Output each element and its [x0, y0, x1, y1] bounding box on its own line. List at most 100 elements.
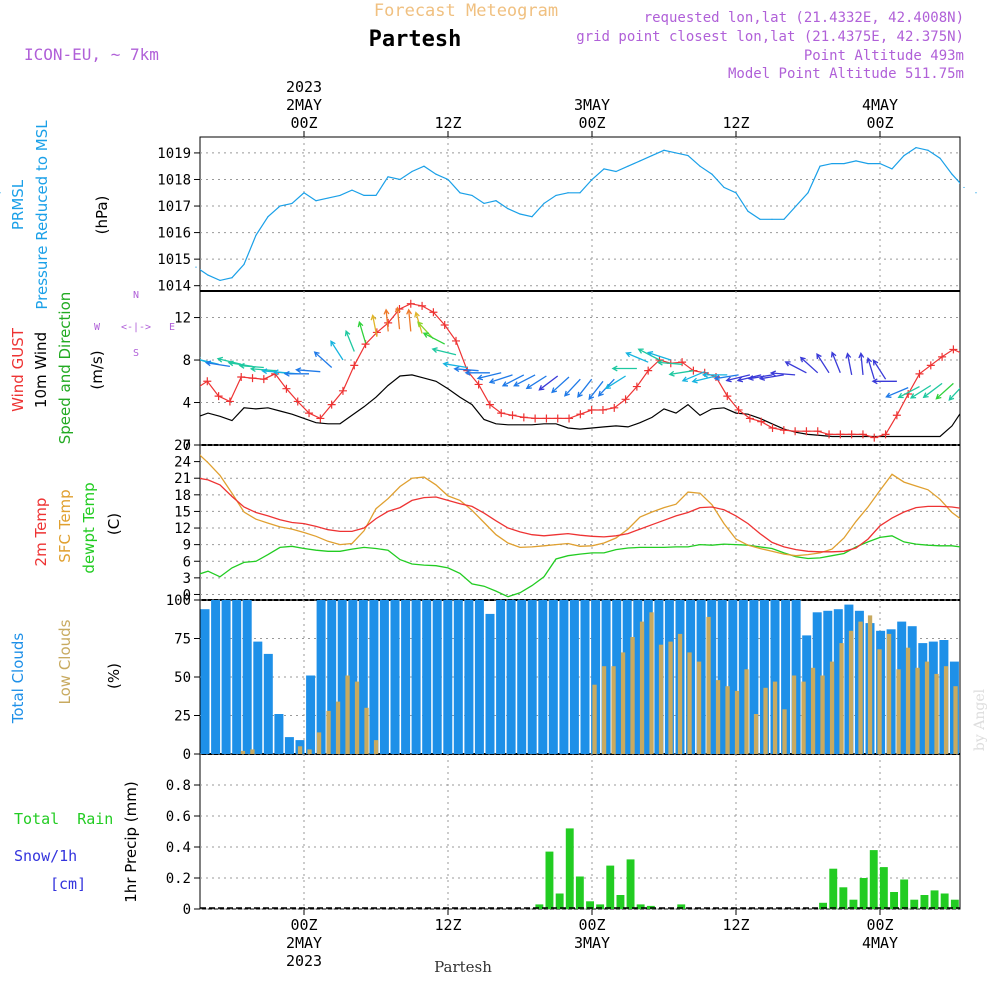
total-cloud-bar: [464, 600, 474, 754]
pressure-point: [975, 192, 977, 194]
precip-bar: [586, 901, 594, 909]
total-cloud-bar: [538, 600, 548, 754]
low-cloud-bar: [896, 669, 901, 754]
pressure-point: [507, 208, 509, 210]
pressure-point: [963, 186, 965, 189]
total-cloud-bar: [707, 600, 717, 754]
total-cloud-bar: [200, 609, 210, 754]
pressure-point: [555, 194, 557, 197]
low-cloud-bar: [364, 707, 369, 754]
wind-direction-arrow: [646, 351, 672, 361]
precip-bar: [535, 904, 544, 909]
pressure-point: [279, 205, 281, 207]
requested-coords: requested lon,lat (21.4332E, 42.4008N): [644, 10, 964, 26]
pressure-point: [855, 160, 857, 162]
wind-ytick-label: 0: [183, 438, 191, 454]
pressure-point: [243, 263, 245, 266]
total-cloud-bar: [358, 600, 368, 754]
pressure-axes: 1014 1015 1016 1017 1018 1019: [157, 137, 960, 295]
total-cloud-bar: [928, 641, 938, 754]
pressure-point: [411, 170, 413, 173]
pressure-point: [375, 194, 377, 197]
precip-bar: [677, 904, 686, 909]
wind-gust-marker: [610, 403, 619, 412]
precip-bar: [920, 895, 929, 909]
wind-gust-marker: [293, 397, 302, 406]
wind-direction-arrow: [935, 382, 954, 400]
low-cloud-bar: [592, 684, 597, 754]
wind-direction-arrow: [501, 374, 525, 387]
total-cloud-bar: [643, 600, 653, 754]
pressure-point: [291, 202, 293, 204]
sfc-temp-line: [200, 454, 960, 557]
precip-bar: [839, 887, 848, 909]
wind-gust-marker: [621, 395, 630, 404]
wind-direction-arrow: [909, 384, 932, 399]
precip-bar: [545, 851, 554, 909]
total-cloud-bar: [569, 600, 579, 754]
temp-label-sfc: SFC Temp: [56, 489, 74, 562]
wind-direction-arrow: [871, 378, 897, 385]
model-label: ICON-EU, ~ 7km: [24, 45, 159, 64]
wind-direction-arrow: [872, 359, 887, 380]
wind-gust-marker: [203, 377, 212, 386]
wind-direction-arrow: [551, 376, 570, 394]
precip-bar: [606, 865, 615, 909]
wind-gust-marker: [214, 392, 223, 401]
low-cloud-bar: [611, 666, 616, 754]
precip-bar: [900, 879, 909, 909]
wind-gust-marker: [452, 336, 460, 345]
pressure-point: [831, 162, 833, 165]
total-cloud-bar: [327, 600, 337, 754]
low-cloud-bar: [687, 652, 692, 754]
total-cloud-bar: [717, 600, 727, 754]
compass-arrows: <-|->: [121, 322, 151, 333]
total-cloud-bar: [833, 609, 843, 754]
low-cloud-bar: [373, 740, 379, 754]
pressure-point: [951, 173, 953, 175]
time-label-top: 00Z: [290, 114, 317, 132]
wind-direction-arrow: [959, 397, 960, 399]
pressure-point: [795, 205, 797, 207]
wind-direction-arrow: [747, 374, 773, 381]
total-cloud-bar: [559, 600, 569, 754]
wind-direction-arrow: [313, 351, 333, 368]
wind-direction-arrow: [249, 366, 276, 373]
wind-gust-marker: [915, 369, 924, 378]
wind-direction-arrow: [625, 351, 649, 363]
wind-direction-arrow: [383, 308, 390, 332]
pressure-point: [303, 192, 305, 194]
wind-gust-marker: [836, 430, 845, 439]
temperature-series: [200, 454, 960, 598]
date-label-bottom: 2023: [286, 952, 322, 970]
total-cloud-bar: [770, 600, 780, 754]
wind-gust-marker: [497, 409, 506, 418]
total-cloud-bar: [453, 600, 463, 754]
cloud-label-low: Low Clouds: [56, 619, 74, 704]
low-cloud-bar: [316, 732, 322, 754]
wind-direction-arrow: [830, 351, 841, 374]
total-cloud-bar: [823, 610, 833, 754]
wind-direction-arrow: [357, 320, 367, 344]
wind-direction-arrow: [668, 370, 694, 377]
total-cloud-bar: [221, 600, 231, 754]
total-cloud-bar: [348, 600, 358, 754]
wind-direction-arrow: [858, 352, 865, 375]
clouds-ytick-label: 0: [183, 747, 191, 763]
low-cloud-bar: [858, 621, 863, 754]
low-cloud-bar: [829, 661, 835, 754]
wind-ytick-label: 12: [174, 311, 191, 327]
total-cloud-bar: [612, 600, 622, 754]
pressure-point: [543, 202, 545, 204]
total-cloud-bar: [232, 600, 242, 754]
wind-ytick-label: 4: [183, 396, 191, 412]
low-cloud-bar: [772, 681, 778, 754]
temp-label-2m: 2m Temp: [32, 498, 50, 567]
precip-bar: [565, 828, 574, 909]
pressure-point: [699, 165, 701, 167]
point-altitude: Point Altitude 493m: [804, 48, 964, 64]
clouds-ytick-label: 50: [174, 670, 191, 686]
precip-label-cm: [cm]: [50, 875, 86, 893]
